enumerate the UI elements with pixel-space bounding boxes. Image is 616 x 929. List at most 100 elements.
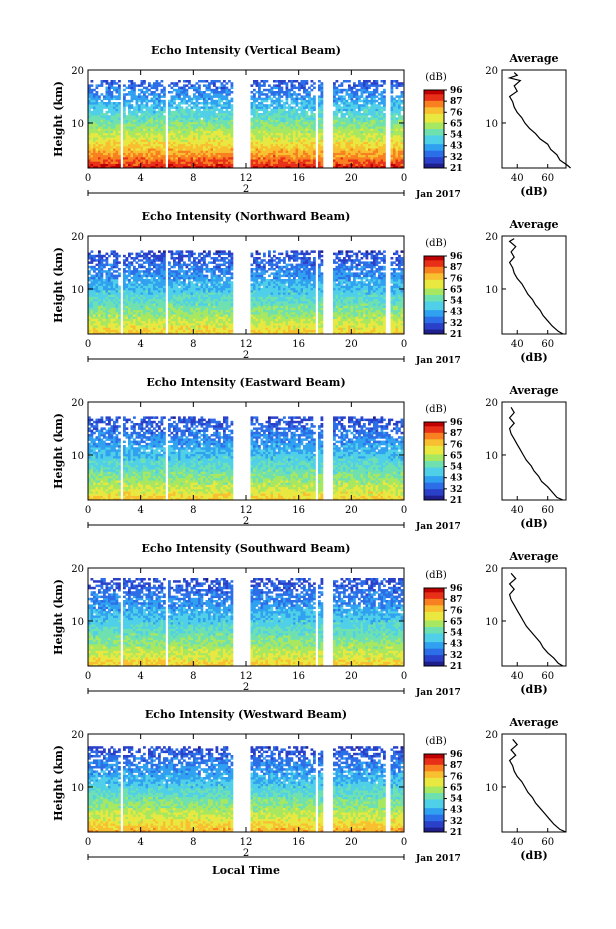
colorbar-unit: (dB) [425,570,447,581]
x-tick-label: 20 [345,173,358,184]
average-line [508,238,564,335]
y-tick-label: 20 [71,730,84,741]
x-tick-label: 12 [240,173,253,184]
y-tick-label: 20 [71,232,84,243]
x-tick-label: 8 [190,339,196,350]
panel-2: Echo Intensity (Northward Beam)0 4 8 12 16 20… [52,210,567,366]
x-tick-label: 0 [401,505,407,516]
colorbar-tick-label: 65 [450,451,463,461]
y-tick-label: 10 [71,285,84,296]
colorbar-tick-label: 54 [450,297,463,307]
day-label: 2 [243,682,249,693]
average-x-tick-label: 40 [511,505,524,516]
average-x-tick-label: 60 [541,505,554,516]
average-y-tick-label: 20 [485,730,498,741]
average-x-label: (dB) [520,683,547,696]
average-profile: Average 40 60 10 20 (dB) [485,218,567,364]
average-y-tick-label: 10 [485,451,498,462]
colorbar-tick-label: 96 [450,750,463,760]
x-tick-label: 16 [292,339,305,350]
x-tick-label: 8 [190,837,196,848]
colorbar-tick-label: 54 [450,131,463,141]
y-axis-label: Height (km) [52,413,65,489]
colorbar-tick-label: 87 [450,429,463,439]
colorbar-tick-label: 96 [450,86,463,96]
average-y-tick-label: 10 [485,285,498,296]
x-tick-label: 12 [240,505,253,516]
x-tick-label: 4 [137,173,143,184]
average-frame [501,69,567,169]
average-x-label: (dB) [520,351,547,364]
colorbar-tick-label: 32 [450,485,463,495]
x-tick-label: 0 [85,837,91,848]
y-tick-label: 10 [71,119,84,130]
colorbar-tick-label: 87 [450,595,463,605]
colorbar-tick-label: 43 [450,806,463,816]
average-x-tick-label: 40 [511,837,524,848]
average-frame [501,567,567,667]
colorbar-unit: (dB) [425,736,447,747]
average-frame [501,235,567,335]
average-x-label: (dB) [520,849,547,862]
y-tick-label: 10 [71,617,84,628]
average-x-tick-label: 40 [511,339,524,350]
average-x-tick-label: 40 [511,671,524,682]
average-line [508,406,564,501]
x-axis-label: Local Time [212,864,280,877]
colorbar-tick-label: 21 [450,662,463,672]
colorbar-tick-label: 76 [450,772,463,782]
x-tick-label: 0 [401,339,407,350]
x-tick-label: 8 [190,505,196,516]
x-tick-label: 20 [345,837,358,848]
x-tick-label: 4 [137,671,143,682]
panel-title: Echo Intensity (Southward Beam) [142,542,351,555]
average-profile: Average 40 60 10 20 (dB) [485,384,567,530]
average-title: Average [508,218,558,231]
colorbar-tick-label: 43 [450,308,463,318]
average-y-tick-label: 10 [485,617,498,628]
x-tick-label: 16 [292,505,305,516]
average-x-tick-label: 60 [541,173,554,184]
colorbar-tick-label: 87 [450,263,463,273]
colorbar-tick-label: 65 [450,285,463,295]
y-axis-label: Height (km) [52,81,65,157]
x-tick-label: 0 [85,173,91,184]
colorbar-tick-label: 65 [450,617,463,627]
x-tick-label: 20 [345,505,358,516]
y-axis-label: Height (km) [52,745,65,821]
average-profile: Average 40 60 10 20 (dB) [485,550,567,696]
average-title: Average [508,716,558,729]
colorbar-tick-label: 32 [450,651,463,661]
date-label: Jan 2017 [415,688,461,698]
colorbar-tick-label: 21 [450,164,463,174]
x-tick-label: 0 [401,671,407,682]
x-tick-label: 16 [292,671,305,682]
x-tick-label: 20 [345,339,358,350]
average-y-tick-label: 20 [485,66,498,77]
average-line [508,738,567,833]
x-tick-label: 12 [240,339,253,350]
average-line [508,572,564,667]
date-label: Jan 2017 [415,522,461,532]
panel-title: Echo Intensity (Westward Beam) [145,708,347,721]
average-y-tick-label: 20 [485,564,498,575]
colorbar-unit: (dB) [425,72,447,83]
x-tick-label: 0 [401,173,407,184]
day-label: 2 [243,184,249,195]
average-profile: Average 40 60 10 20 (dB) [485,52,571,198]
y-tick-label: 20 [71,564,84,575]
colorbar-tick-label: 21 [450,828,463,838]
colorbar-tick-label: 43 [450,640,463,650]
day-label: 2 [243,350,249,361]
x-tick-label: 12 [240,671,253,682]
x-tick-label: 12 [240,837,253,848]
colorbar-tick-label: 76 [450,606,463,616]
panel-title: Echo Intensity (Vertical Beam) [151,44,341,57]
date-label: Jan 2017 [415,190,461,200]
colorbar-tick-label: 96 [450,252,463,262]
colorbar-tick-label: 87 [450,97,463,107]
